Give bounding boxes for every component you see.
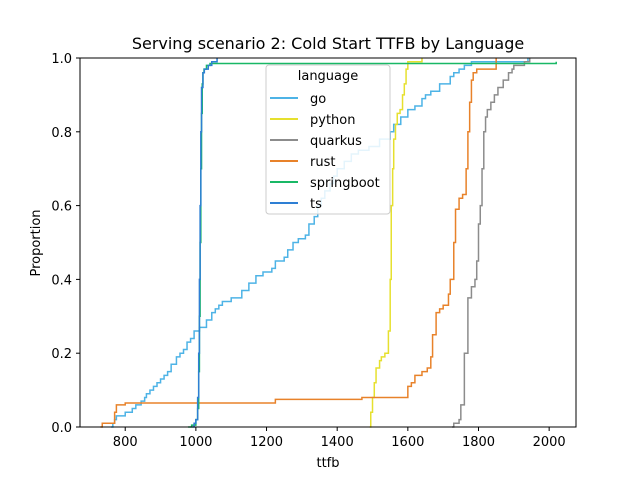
y-tick-label: 1.0: [51, 52, 72, 67]
legend-label-python: python: [310, 113, 355, 128]
y-tick-label: 0.8: [51, 126, 72, 141]
legend-label-springboot: springboot: [310, 176, 380, 191]
x-tick-label: 1600: [391, 435, 424, 450]
series-line-rust: [100, 58, 497, 428]
x-tick-label: 1000: [179, 435, 212, 450]
x-tick-label: 2000: [533, 435, 566, 450]
plot-frame: [79, 57, 577, 428]
axes-layer: 800 1000 1200 1400 1600 1800 2000 0.0 0.2 0.4 0.6 0…: [51, 52, 577, 450]
legend-label-go: go: [310, 92, 326, 107]
legend-label-ts: ts: [310, 197, 322, 212]
x-axis-title: ttfb: [316, 456, 339, 471]
chart-title: Serving scenario 2: Cold Start TTFB by L…: [132, 34, 524, 53]
series-line-ts: [192, 58, 218, 428]
series-line-python: [369, 58, 423, 428]
legend-label-quarkus: quarkus: [310, 134, 362, 149]
legend: language go python quarkus rust springboot ts: [265, 64, 391, 215]
x-tick-label: 1200: [250, 435, 283, 450]
series-layer: [100, 58, 557, 428]
x-tick-label: 1400: [321, 435, 354, 450]
x-tick-label: 800: [113, 435, 138, 450]
series-line-quarkus: [452, 58, 531, 428]
y-tick-label: 0.6: [51, 200, 72, 215]
y-tick-label: 0.4: [51, 273, 72, 288]
legend-title: language: [298, 69, 359, 84]
legend-box: [265, 64, 391, 215]
y-axis-title: Proportion: [29, 209, 44, 276]
series-line-go: [111, 58, 529, 428]
y-tick-label: 0.0: [51, 421, 72, 436]
x-tick-label: 1800: [462, 435, 495, 450]
legend-label-rust: rust: [310, 155, 335, 170]
y-tick-label: 0.2: [51, 347, 72, 362]
